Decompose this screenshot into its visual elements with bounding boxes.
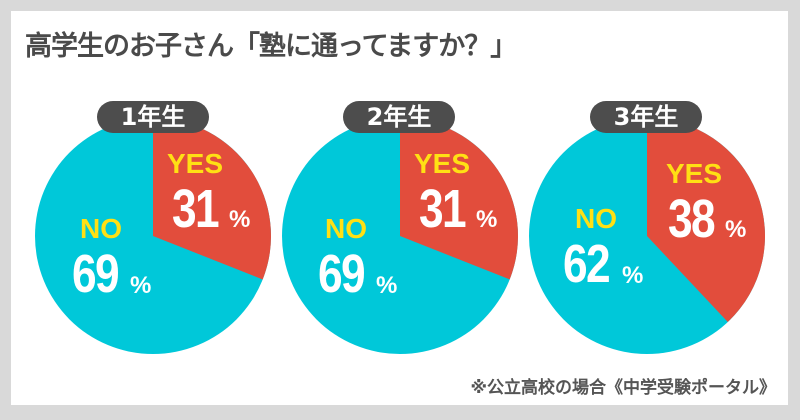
no-label: NO (325, 213, 367, 244)
yes-percent-sign: % (476, 206, 498, 233)
no-label: NO (575, 203, 617, 234)
no-percent-sign: % (622, 262, 644, 289)
no-value: 69 (318, 244, 366, 304)
pie-chart-grade-1 (35, 118, 271, 354)
yes-value: 31 (419, 179, 467, 239)
yes-value: 31 (172, 179, 220, 239)
source-note: ※公立高校の場合《中学受験ポータル》 (470, 378, 776, 398)
pie-svg (282, 118, 518, 354)
no-percent-sign: % (376, 272, 398, 299)
yes-percent-sign: % (229, 206, 251, 233)
pie-slice-yes (647, 118, 765, 323)
no-value: 69 (72, 244, 120, 304)
pie-svg (35, 118, 271, 354)
yes-label: YES (167, 148, 224, 179)
yes-label: YES (414, 148, 471, 179)
pie-svg (529, 118, 765, 354)
pie-chart-grade-2 (282, 118, 518, 354)
pie-slice-yes (153, 118, 271, 280)
no-label: NO (80, 213, 122, 244)
pie-chart-grade-3 (529, 118, 765, 354)
grade-badge-1: 1年生 (97, 101, 209, 133)
grade-badge-3: 3年生 (590, 101, 702, 133)
yes-percent-sign: % (725, 216, 747, 243)
yes-label: YES (666, 158, 723, 189)
no-percent-sign: % (130, 272, 152, 299)
yes-value: 38 (668, 189, 716, 249)
pie-slice-yes (400, 118, 518, 280)
grade-badge-2: 2年生 (343, 101, 455, 133)
chart-title: 高学生のお子さん「塾に通ってますか？」 (25, 31, 517, 62)
no-value: 62 (563, 234, 611, 294)
